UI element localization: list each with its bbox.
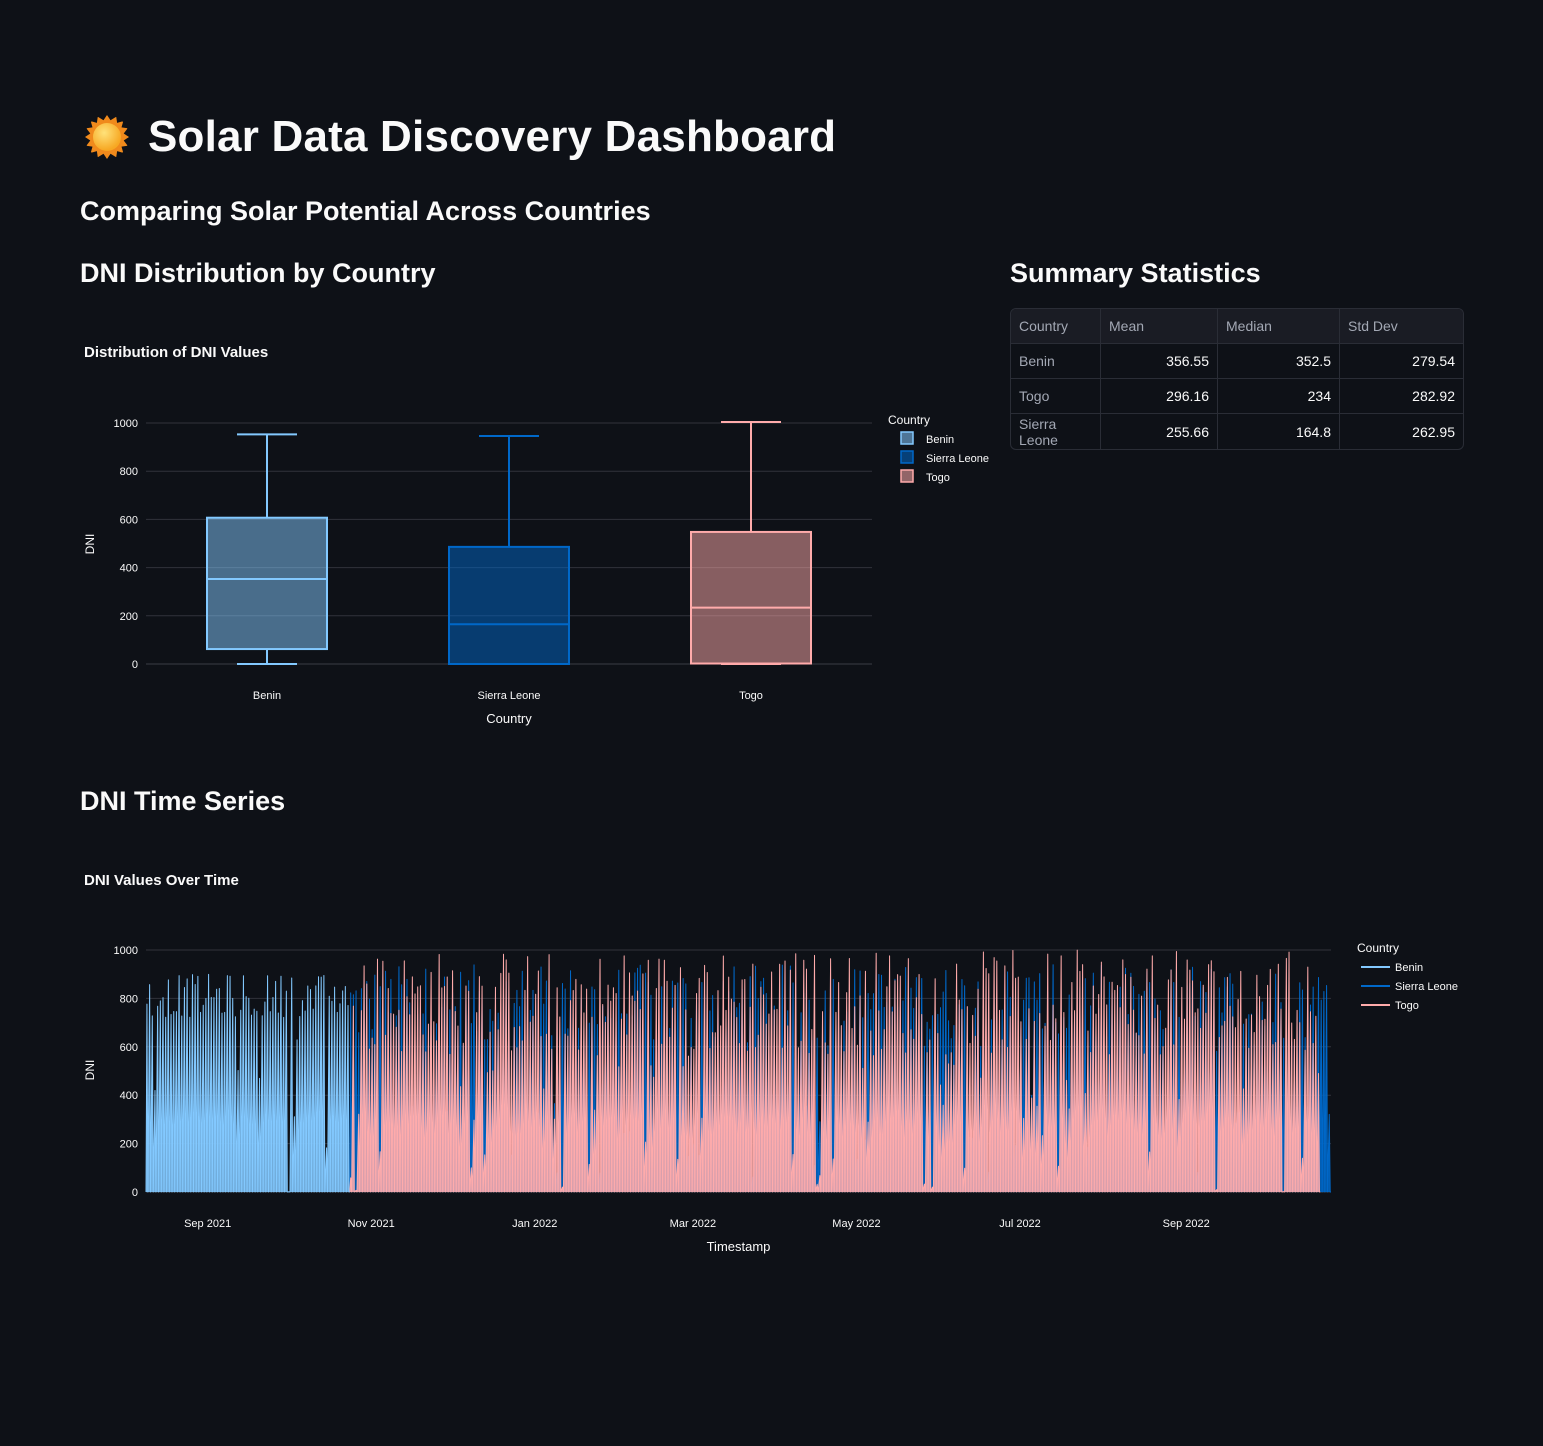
timeseries-x-axis-title: Timestamp bbox=[707, 1239, 771, 1254]
boxplot-y-tick-label: 800 bbox=[120, 466, 138, 478]
column-header-country[interactable]: Country bbox=[1011, 309, 1101, 343]
timeseries-y-tick-label: 1000 bbox=[114, 945, 138, 957]
boxplot-legend-label-benin: Benin bbox=[926, 434, 954, 446]
section-title-stats: Summary Statistics bbox=[1010, 258, 1261, 288]
box-sierra-leone bbox=[448, 435, 570, 665]
cell-mean: 356.55 bbox=[1101, 344, 1218, 378]
table-row[interactable]: Sierra Leone 255.66 164.8 262.95 bbox=[1011, 414, 1463, 449]
boxplot-y-tick-label: 200 bbox=[120, 611, 138, 623]
timeseries-x-tick-label: Mar 2022 bbox=[670, 1218, 716, 1230]
boxplot-x-tick-label: Togo bbox=[739, 690, 763, 702]
sun-icon bbox=[84, 114, 130, 160]
page-subtitle: Comparing Solar Potential Across Countri… bbox=[80, 196, 651, 226]
section-title-timeseries: DNI Time Series bbox=[80, 786, 286, 816]
boxplot-legend-label-sierra-leone: Sierra Leone bbox=[926, 453, 989, 465]
title-row: Solar Data Discovery Dashboard bbox=[84, 112, 836, 162]
cell-std-dev: 279.54 bbox=[1412, 353, 1455, 369]
boxplot-legend-swatch-benin bbox=[900, 431, 914, 445]
summary-statistics-table[interactable]: Country Mean Median Std Dev Benin 356.55 352.5… bbox=[1010, 308, 1464, 450]
box-iqr bbox=[448, 545, 570, 665]
boxplot-x-axis-title: Country bbox=[486, 711, 532, 726]
boxplot-title: Distribution of DNI Values bbox=[84, 344, 269, 361]
timeseries-y-axis-title: DNI bbox=[83, 1060, 97, 1081]
table-row[interactable]: Togo 296.16 234 282.92 bbox=[1011, 379, 1463, 414]
timeseries-x-tick-label: Jul 2022 bbox=[999, 1218, 1041, 1230]
cell-std-dev: 262.95 bbox=[1412, 423, 1455, 440]
page-title: Solar Data Discovery Dashboard bbox=[148, 112, 837, 161]
timeseries-legend-label-togo: Togo bbox=[1395, 1000, 1419, 1012]
timeseries-y-tick-label: 400 bbox=[120, 1090, 138, 1102]
boxplot-x-tick-label: Sierra Leone bbox=[478, 690, 541, 702]
section-title-box: DNI Distribution by Country bbox=[80, 258, 436, 288]
boxplot-y-axis-title: DNI bbox=[83, 534, 97, 555]
timeseries-y-tick-label: 800 bbox=[120, 993, 138, 1005]
boxplot-y-tick-label: 0 bbox=[132, 659, 138, 671]
boxplot-legend-title: Country bbox=[888, 413, 930, 427]
timeseries-x-tick-label: Sep 2021 bbox=[184, 1218, 231, 1230]
timeseries-y-tick-label: 200 bbox=[120, 1139, 138, 1151]
timeseries-x-tick-label: Nov 2021 bbox=[348, 1218, 395, 1230]
cell-median: 234 bbox=[1218, 379, 1340, 413]
timeseries-y-tick-label: 0 bbox=[132, 1187, 138, 1199]
timeseries-legend-label-sierra-leone: Sierra Leone bbox=[1395, 981, 1458, 993]
boxplot-chart[interactable]: 0 200 400 600 800 1000 Benin Sierra Leone Togo Co… bbox=[80, 400, 1010, 740]
row-label: Togo bbox=[1011, 379, 1101, 413]
boxplot-x-tick-label: Benin bbox=[253, 690, 281, 702]
timeseries-x-tick-label: Sep 2022 bbox=[1163, 1218, 1210, 1230]
column-header-median[interactable]: Median bbox=[1218, 309, 1340, 343]
row-label: Benin bbox=[1011, 344, 1101, 378]
box-benin bbox=[206, 433, 328, 665]
box-iqr bbox=[690, 530, 812, 665]
cell-mean: 296.16 bbox=[1101, 379, 1218, 413]
box-togo bbox=[690, 421, 812, 665]
cell-std-dev: 282.92 bbox=[1412, 388, 1455, 404]
boxplot-y-tick-label: 600 bbox=[120, 514, 138, 526]
timeseries-legend-label-benin: Benin bbox=[1395, 962, 1423, 974]
boxplot-legend-label-togo: Togo bbox=[926, 472, 950, 484]
row-label: Sierra Leone bbox=[1011, 414, 1101, 449]
column-header-std-dev[interactable]: Std Dev bbox=[1340, 309, 1463, 343]
timeseries-title: DNI Values Over Time bbox=[84, 872, 239, 889]
timeseries-x-tick-label: May 2022 bbox=[832, 1218, 880, 1230]
timeseries-legend-title: Country bbox=[1357, 941, 1399, 955]
table-row[interactable]: Benin 356.55 352.5 279.54 bbox=[1011, 344, 1463, 379]
timeseries-y-tick-label: 600 bbox=[120, 1042, 138, 1054]
boxplot-legend-swatch-sierra-leone bbox=[900, 450, 914, 464]
boxplot-y-tick-label: 1000 bbox=[114, 418, 138, 430]
cell-median: 164.8 bbox=[1218, 414, 1340, 449]
boxplot-legend-swatch-togo bbox=[900, 469, 914, 483]
table-header-row: Country Mean Median Std Dev bbox=[1011, 309, 1463, 344]
series-line-benin bbox=[145, 973, 350, 1193]
boxplot-y-tick-label: 400 bbox=[120, 563, 138, 575]
column-header-mean[interactable]: Mean bbox=[1101, 309, 1218, 343]
cell-median: 352.5 bbox=[1218, 344, 1340, 378]
timeseries-x-tick-label: Jan 2022 bbox=[512, 1218, 557, 1230]
cell-mean: 255.66 bbox=[1101, 414, 1218, 449]
box-iqr bbox=[206, 516, 328, 651]
timeseries-chart[interactable]: 0 200 400 600 800 1000 Sep 2021 Nov 2021 Jan 202… bbox=[80, 928, 1480, 1268]
series-line-togo bbox=[349, 949, 1321, 1193]
